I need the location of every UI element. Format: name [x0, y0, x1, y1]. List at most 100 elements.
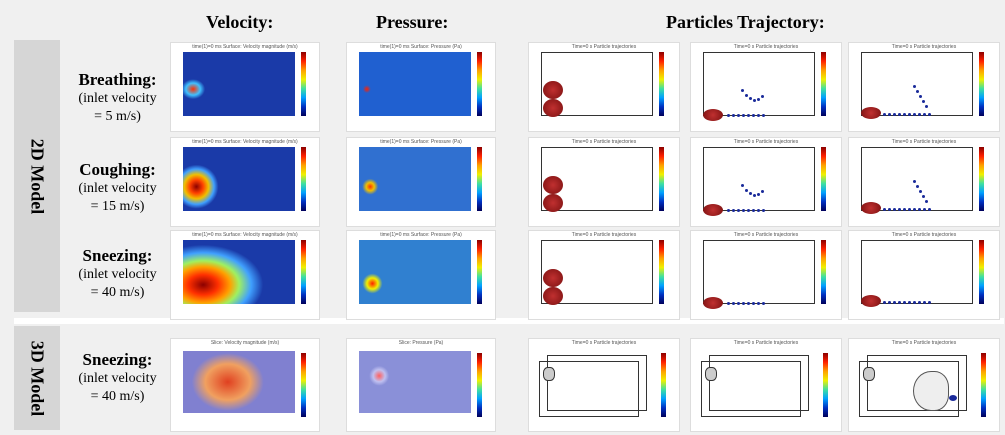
head-model [705, 367, 717, 381]
colorbar [823, 353, 828, 417]
particle [762, 302, 765, 305]
colorbar [821, 240, 826, 304]
panel-title: Time=0 s Particle trajectories [733, 232, 799, 238]
trajectory-plot-3d: Time=0 s Particle trajectories [528, 338, 680, 432]
particle [925, 105, 928, 108]
particle [727, 209, 730, 212]
section-label-3d-text: 3D Model [27, 340, 48, 416]
row-label-sneezing-3d: Sneezing: (inlet velocity = 40 m/s) [60, 350, 175, 406]
particle [883, 113, 886, 116]
particle [742, 302, 745, 305]
section-label-3d: 3D Model [14, 326, 60, 430]
colorbar [661, 353, 666, 417]
panel-title: time(1)=0 ms Surface: Pressure (Pa) [380, 44, 462, 50]
colorbar [477, 147, 482, 211]
particle [732, 114, 735, 117]
section-label-2d: 2D Model [14, 40, 60, 312]
colorbar [821, 52, 826, 116]
panel-title: time(1)=0 ms Surface: Pressure (Pa) [380, 139, 462, 145]
trajectory-plot: Time=0 s Particle trajectories [528, 230, 680, 320]
row-title: Sneezing: [82, 246, 153, 265]
particle [908, 113, 911, 116]
particle [908, 208, 911, 211]
trajectory-domain [541, 147, 653, 211]
particle [752, 209, 755, 212]
trajectory-plot-3d: Time=0 s Particle trajectories [848, 338, 1000, 432]
particle [741, 184, 744, 187]
velocity-plot-sneezing: time(1)=0 ms Surface: Velocity magnitude… [170, 230, 320, 320]
particle [918, 208, 921, 211]
particle [883, 301, 886, 304]
particle [888, 113, 891, 116]
colorbar [301, 147, 306, 211]
panel-title: Time=0 s Particle trajectories [891, 139, 957, 145]
panel-title: time(1)=0 ms Surface: Pressure (Pa) [380, 232, 462, 238]
particle [737, 302, 740, 305]
particle [745, 94, 748, 97]
particle [727, 302, 730, 305]
row-title: Sneezing: [82, 350, 153, 369]
trajectory-plot: Time=0 s Particle trajectories [848, 230, 1000, 320]
particle [919, 190, 922, 193]
particle [925, 200, 928, 203]
particle [903, 113, 906, 116]
particle [898, 301, 901, 304]
colorbar [981, 353, 986, 417]
particle [737, 114, 740, 117]
particle [762, 114, 765, 117]
velocity-slice [183, 351, 295, 413]
panel-title: Slice: Pressure (Pa) [398, 340, 444, 346]
particle [737, 209, 740, 212]
particle [732, 302, 735, 305]
colorbar [477, 240, 482, 304]
particle [928, 301, 931, 304]
trajectory-domain [861, 52, 973, 116]
pressure-field [359, 52, 471, 116]
pressure-plot-breathing: time(1)=0 ms Surface: Pressure (Pa) [346, 42, 496, 132]
row-label-breathing: Breathing: (inlet velocity = 5 m/s) [60, 70, 175, 126]
particle [918, 113, 921, 116]
particle [913, 113, 916, 116]
colorbar [301, 52, 306, 116]
colorbar [821, 147, 826, 211]
head-model [863, 367, 875, 381]
particle [757, 302, 760, 305]
pressure-plot-sneezing: time(1)=0 ms Surface: Pressure (Pa) [346, 230, 496, 320]
particle-cloud [543, 287, 563, 305]
row-subtitle-line1: (inlet velocity [78, 91, 157, 106]
colorbar [979, 240, 984, 304]
trajectory-domain [541, 52, 653, 116]
particle-cloud [543, 269, 563, 287]
row-subtitle-line2: = 40 m/s) [90, 285, 145, 300]
column-header-velocity: Velocity: [206, 12, 274, 32]
particle [757, 209, 760, 212]
particle [752, 114, 755, 117]
trajectory-plot: Time=0 s Particle trajectories [528, 42, 680, 132]
section-label-2d-text: 2D Model [27, 138, 48, 214]
trajectory-domain [703, 240, 815, 304]
particle-cloud [543, 194, 563, 212]
row-subtitle-line1: (inlet velocity [78, 181, 157, 196]
colorbar [979, 52, 984, 116]
particle [903, 301, 906, 304]
particle [742, 209, 745, 212]
panel-title: Time=0 s Particle trajectories [733, 139, 799, 145]
trajectory-plot: Time=0 s Particle trajectories [690, 230, 842, 320]
trajectory-domain [541, 240, 653, 304]
particle [908, 301, 911, 304]
particle [761, 190, 764, 193]
particle [898, 208, 901, 211]
trajectory-plot: Time=0 s Particle trajectories [528, 137, 680, 227]
particle [753, 99, 756, 102]
row-label-sneezing-2d: Sneezing: (inlet velocity = 40 m/s) [60, 246, 175, 302]
particle [888, 301, 891, 304]
colorbar [301, 240, 306, 304]
velocity-plot-breathing: time(1)=0 ms Surface: Velocity magnitude… [170, 42, 320, 132]
particle [741, 89, 744, 92]
particle [883, 208, 886, 211]
trajectory-domain [703, 52, 815, 116]
particle [747, 302, 750, 305]
velocity-plot-coughing: time(1)=0 ms Surface: Velocity magnitude… [170, 137, 320, 227]
trajectory-plot: Time=0 s Particle trajectories [690, 42, 842, 132]
domain-box [547, 355, 647, 411]
